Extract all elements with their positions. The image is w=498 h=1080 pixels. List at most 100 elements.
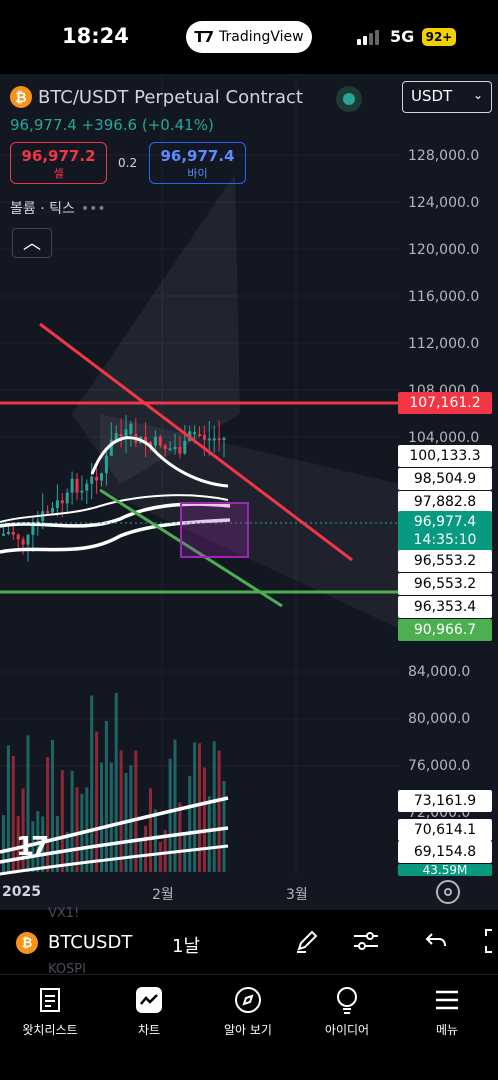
ma-line-4: [0, 494, 229, 523]
candle: [119, 434, 123, 437]
buy-price: 96,977.4: [160, 147, 235, 165]
fullscreen-icon[interactable]: [482, 928, 498, 954]
volume-bar: [178, 802, 182, 872]
volume-bar: [26, 735, 30, 872]
sell-button[interactable]: 96,977.2 셀: [10, 142, 107, 184]
market-open-icon[interactable]: [336, 86, 362, 112]
volume-ma-2: [0, 826, 229, 864]
candle: [26, 534, 30, 545]
volume-bar: [31, 821, 35, 872]
volume-bar: [119, 750, 123, 872]
volume-bar: [217, 750, 221, 872]
candle: [46, 511, 50, 514]
candle: [173, 447, 177, 450]
more-icon[interactable]: •••: [80, 201, 106, 217]
chevron-up-icon[interactable]: ︿: [12, 228, 52, 258]
candle: [149, 441, 152, 446]
candle: [124, 429, 128, 437]
volume-label-text: 볼륨 · 틱스: [10, 201, 75, 217]
tab-ideas[interactable]: 아이디어: [297, 985, 397, 1038]
volume-bar: [163, 830, 167, 872]
volume-bar: [46, 756, 50, 872]
volume-bar: [207, 796, 211, 872]
candle: [207, 438, 211, 441]
volume-indicator-legend[interactable]: 볼륨 · 틱스 •••: [10, 198, 106, 218]
tab-menu[interactable]: 메뉴: [397, 985, 497, 1038]
time-axis-label: 3월: [286, 887, 308, 903]
volume-bars: [2, 693, 226, 872]
pen-icon[interactable]: [294, 928, 320, 954]
currency-select[interactable]: USDT ⌄: [402, 81, 492, 113]
tradingview-watermark-icon: 17: [16, 832, 49, 862]
ma-line-3: [90, 436, 229, 488]
bitcoin-icon: ₿: [16, 932, 38, 954]
interval-button[interactable]: 1날: [172, 936, 201, 957]
candle: [90, 476, 94, 484]
bottom-tab-bar: 왓치리스트 차트 알아 보기 아이디어 메뉴: [0, 974, 498, 1080]
volume-bar: [173, 739, 177, 872]
signal-icon: [357, 30, 379, 45]
support-price-tag: 90,966.7: [398, 619, 492, 641]
candle: [114, 433, 118, 440]
tab-label: 왓치리스트: [22, 1023, 78, 1037]
candle: [51, 508, 54, 513]
volume-bar: [100, 762, 103, 872]
sliders-icon[interactable]: [352, 928, 380, 954]
candle: [183, 440, 187, 454]
candle: [217, 438, 221, 441]
volume-bar: [6, 745, 10, 872]
volume-tag: 43.59M: [398, 864, 492, 876]
volume-bar: [21, 788, 25, 872]
buy-button[interactable]: 96,977.4 바이: [149, 142, 246, 184]
volume-bar: [90, 695, 94, 872]
candle: [168, 448, 172, 451]
volume-bar: [183, 834, 187, 872]
candle: [11, 532, 15, 535]
candle: [109, 439, 113, 456]
candle: [6, 532, 10, 535]
volume-bar: [212, 741, 216, 872]
candle: [85, 483, 89, 491]
symbol-button[interactable]: BTCUSDT: [48, 932, 133, 953]
volume-bar: [2, 815, 5, 872]
chart-icon: [134, 985, 164, 1015]
regression-channel: [72, 174, 240, 484]
chart-settings-icon[interactable]: [436, 880, 460, 904]
last-price: 96,977.4: [10, 116, 77, 134]
price-axis-label: 124,000.0: [408, 195, 480, 211]
candle: [100, 473, 103, 481]
sell-label: 셀: [53, 167, 64, 180]
tab-label: 알아 보기: [224, 1023, 272, 1037]
tab-explore[interactable]: 알아 보기: [198, 985, 298, 1038]
volume-bar: [158, 841, 162, 872]
volume-bar: [202, 767, 206, 872]
chart-area[interactable]: ₿ BTC/USDT Perpetual Contract USDT ⌄ 96,…: [0, 74, 498, 910]
volume-bar: [149, 788, 152, 872]
price-axis-label: 128,000.0: [408, 148, 480, 164]
candle: [163, 445, 167, 450]
candle: [80, 490, 84, 493]
chart-canvas[interactable]: [0, 74, 498, 910]
price-axis-label: 104,000.0: [408, 430, 480, 446]
candle: [202, 434, 206, 440]
undo-icon[interactable]: [424, 928, 448, 952]
tradingview-logo-icon: T7: [194, 28, 214, 46]
volume-ma-1: [0, 796, 229, 854]
volume-bar: [75, 787, 79, 872]
trend-channel: [100, 414, 400, 629]
candle: [16, 534, 20, 540]
candle: [95, 476, 99, 481]
tab-chart[interactable]: 차트: [99, 985, 199, 1038]
volume-bar: [144, 825, 148, 872]
volume-bar: [188, 775, 192, 872]
symbol-title[interactable]: BTC/USDT Perpetual Contract: [38, 86, 303, 108]
symbol-header[interactable]: ₿ BTC/USDT Perpetual Contract: [10, 86, 303, 108]
volume-bar: [198, 743, 201, 872]
price-axis-label: 112,000.0: [408, 336, 480, 352]
status-bar: 18:24 T7 TradingView 5G 92+: [0, 0, 498, 74]
current-price-tag: 96,977.4 14:35:10: [398, 511, 492, 553]
candle: [2, 533, 5, 536]
candle: [198, 434, 201, 436]
app-pill[interactable]: T7 TradingView: [186, 21, 312, 53]
tab-watchlist[interactable]: 왓치리스트: [0, 985, 100, 1038]
